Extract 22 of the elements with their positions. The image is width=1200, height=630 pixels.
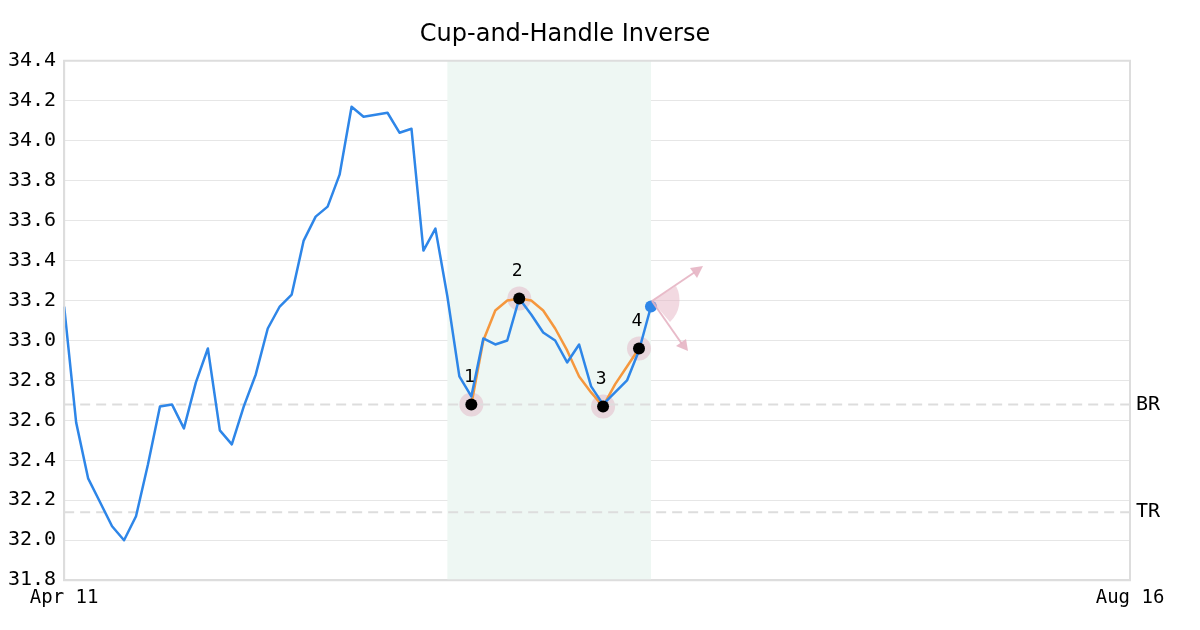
- y-tick-label: 33.2: [7, 286, 57, 311]
- x-tick-label: Apr 11: [29, 584, 99, 607]
- y-tick-label: 33.8: [7, 166, 57, 191]
- y-tick-label: 32.4: [7, 446, 57, 471]
- y-tick-label: 32.6: [7, 406, 57, 431]
- y-tick-label: 32.8: [7, 366, 57, 391]
- y-tick-label: 32.0: [7, 526, 57, 551]
- y-tick-label: 34.4: [7, 47, 57, 71]
- chart-title: Cup-and-Handle Inverse: [419, 18, 711, 47]
- y-tick-label: 33.4: [7, 246, 57, 271]
- y-tick-label: 33.6: [7, 206, 57, 231]
- y-tick-label: 33.0: [7, 326, 57, 351]
- annotation: 3: [595, 367, 607, 389]
- y-tick-label: 34.0: [7, 126, 57, 151]
- y-tick-label: 34.2: [7, 86, 57, 111]
- annotation: 2: [511, 259, 523, 281]
- x-tick-label: Aug 16: [1095, 584, 1165, 607]
- annotation: 4: [631, 309, 643, 331]
- ref-line-label: BR: [1136, 390, 1162, 415]
- annotation: 1: [463, 365, 475, 387]
- ref-line-label: TR: [1136, 498, 1162, 523]
- y-tick-label: 32.2: [7, 486, 57, 511]
